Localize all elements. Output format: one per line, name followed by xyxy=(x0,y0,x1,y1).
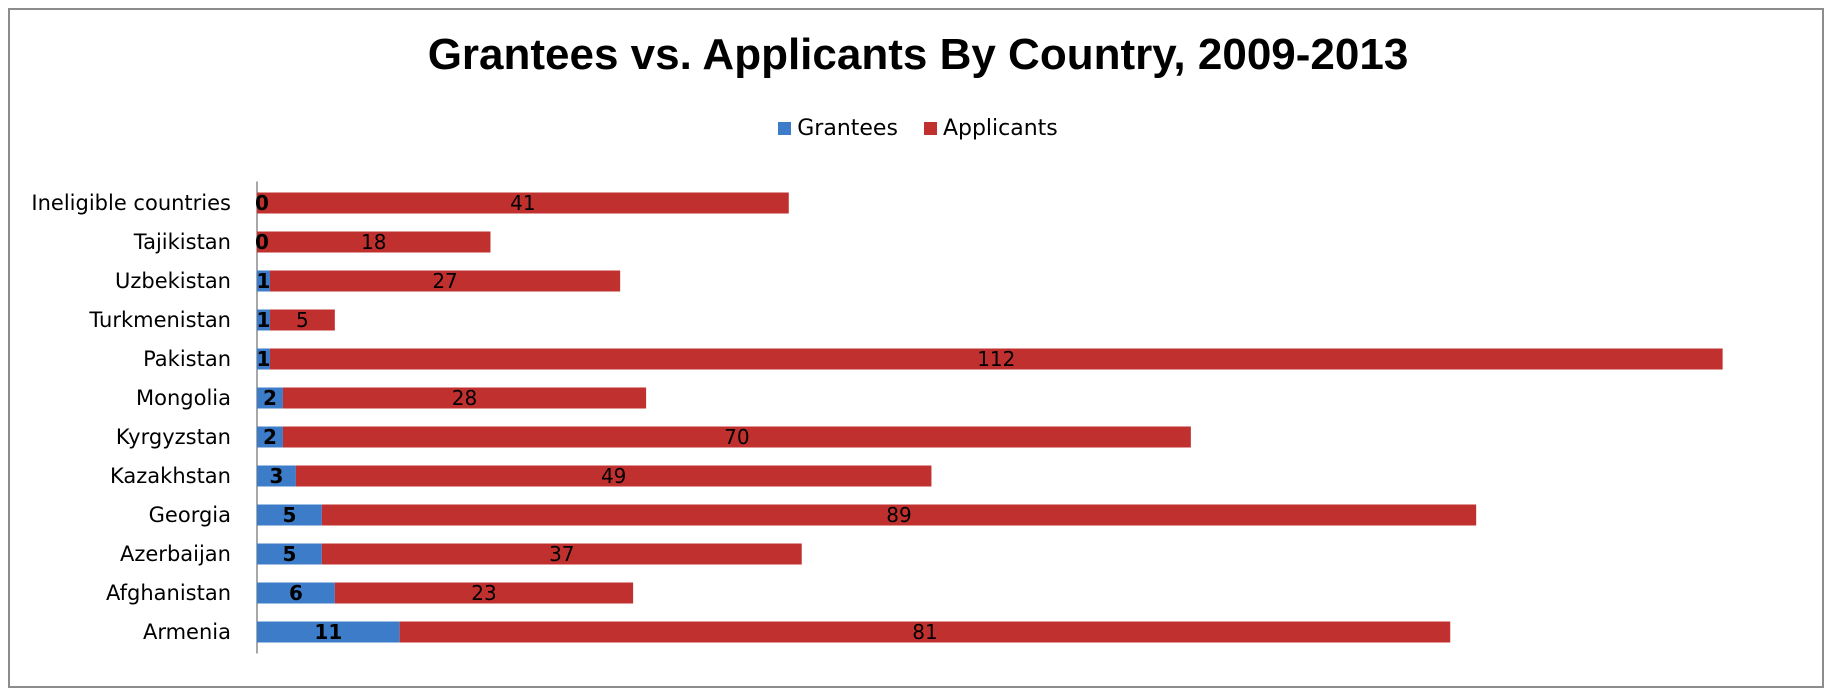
chart-title: Grantees vs. Applicants By Country, 2009… xyxy=(427,30,1409,79)
legend-label-grantees: Grantees xyxy=(797,116,898,141)
category-label: Armenia xyxy=(143,620,231,644)
legend-item-grantees: Grantees xyxy=(778,116,898,141)
bar-applicants xyxy=(334,582,634,604)
data-label-applicants: 81 xyxy=(912,620,937,644)
bar-grantees xyxy=(257,621,400,643)
bar-grantees xyxy=(257,309,270,331)
chart-frame xyxy=(8,8,1824,688)
data-label-applicants: 112 xyxy=(977,347,1015,371)
category-label: Turkmenistan xyxy=(88,308,231,332)
category-label: Mongolia xyxy=(136,386,231,410)
bar-grantees xyxy=(257,465,296,487)
data-label-applicants: 89 xyxy=(886,503,911,527)
category-label: Georgia xyxy=(149,503,231,527)
legend-swatch-applicants xyxy=(923,122,937,135)
legend-label-applicants: Applicants xyxy=(942,116,1058,141)
category-label: Tajikistan xyxy=(133,230,231,254)
bar-grantees xyxy=(257,582,335,604)
data-label-applicants: 70 xyxy=(724,425,749,449)
bar-applicants xyxy=(269,348,1723,370)
bar-grantees xyxy=(257,543,322,565)
category-label: Azerbaijan xyxy=(120,542,231,566)
data-label-grantees: 5 xyxy=(282,503,296,527)
legend-item-applicants: Applicants xyxy=(923,116,1058,141)
legend-swatch-grantees xyxy=(778,122,792,135)
data-label-applicants: 27 xyxy=(432,269,457,293)
bar-grantees xyxy=(257,426,283,448)
category-label: Kazakhstan xyxy=(110,464,231,488)
data-label-grantees: 11 xyxy=(314,620,342,644)
category-label: Afghanistan xyxy=(106,581,231,605)
data-label-grantees: 1 xyxy=(257,347,271,371)
bar-applicants xyxy=(269,309,335,331)
bar-applicants xyxy=(269,270,621,292)
data-label-applicants: 5 xyxy=(296,308,309,332)
bar-applicants xyxy=(282,426,1191,448)
bar-applicants xyxy=(257,231,491,253)
data-label-applicants: 49 xyxy=(601,464,626,488)
data-label-grantees: 0 xyxy=(255,191,269,215)
data-label-grantees: 6 xyxy=(289,581,303,605)
data-label-grantees: 3 xyxy=(269,464,283,488)
bar-applicants xyxy=(321,543,802,565)
data-label-grantees: 2 xyxy=(263,425,277,449)
category-label: Kyrgyzstan xyxy=(116,425,231,449)
bar-applicants xyxy=(321,504,1477,526)
bar-applicants xyxy=(295,465,932,487)
category-label: Pakistan xyxy=(143,347,231,371)
bar-grantees xyxy=(257,270,270,292)
bar-applicants xyxy=(282,387,647,409)
bar-applicants xyxy=(399,621,1451,643)
data-label-grantees: 1 xyxy=(257,308,271,332)
category-label: Ineligible countries xyxy=(31,191,231,215)
data-label-grantees: 1 xyxy=(257,269,271,293)
data-label-applicants: 23 xyxy=(471,581,496,605)
data-label-grantees: 2 xyxy=(263,386,277,410)
data-label-grantees: 5 xyxy=(282,542,296,566)
bar-applicants xyxy=(257,192,789,214)
data-label-grantees: 0 xyxy=(255,230,269,254)
data-label-applicants: 37 xyxy=(549,542,574,566)
data-label-applicants: 28 xyxy=(452,386,477,410)
chart-legend: Grantees Applicants xyxy=(0,116,1836,141)
bar-grantees xyxy=(257,387,283,409)
data-label-applicants: 18 xyxy=(361,230,386,254)
bar-grantees xyxy=(257,348,270,370)
category-label: Uzbekistan xyxy=(115,269,231,293)
bar-grantees xyxy=(257,504,322,526)
data-label-applicants: 41 xyxy=(510,191,535,215)
